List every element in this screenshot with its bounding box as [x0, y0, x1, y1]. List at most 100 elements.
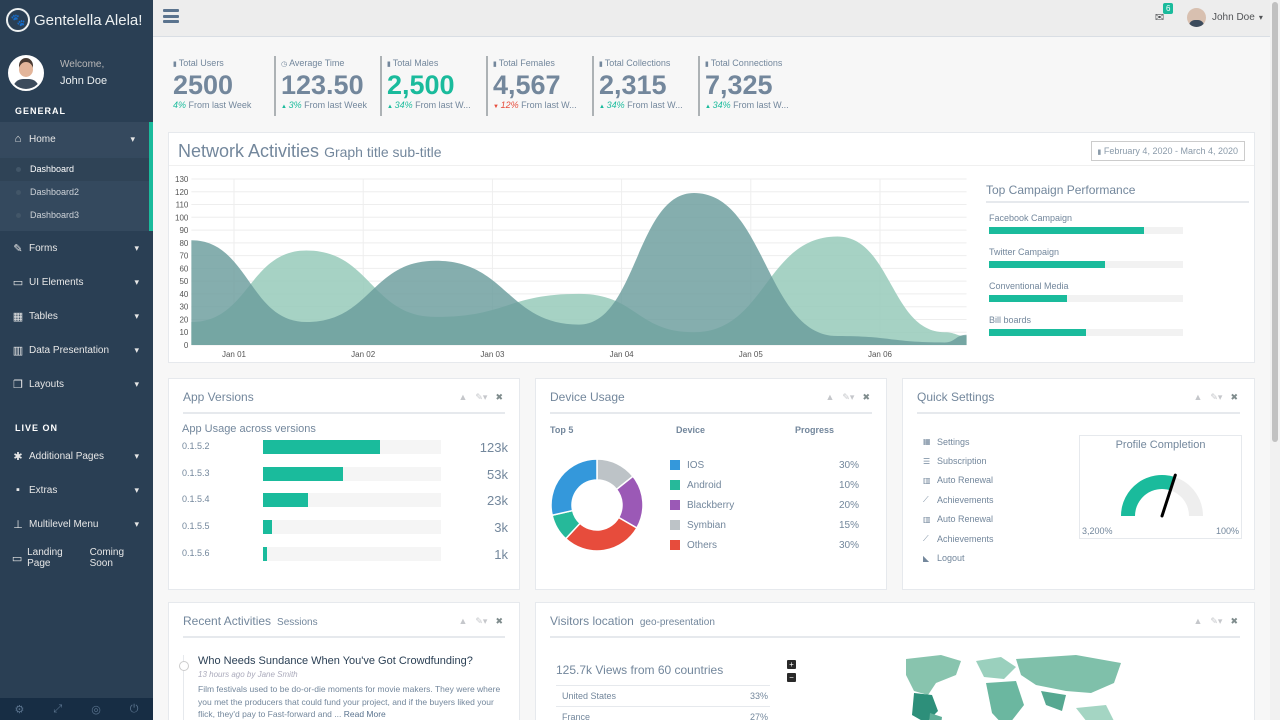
activity-byline: 13 hours ago by Jane Smith [198, 670, 298, 679]
trend-pct: 3% [288, 100, 302, 110]
user-menu[interactable]: John Doe ▾ [1187, 8, 1263, 27]
chevron-down-icon: ▾ [134, 518, 139, 529]
chevron-up-icon[interactable]: ▲ [458, 616, 468, 626]
recent-title: Recent Activities [183, 614, 272, 628]
chevron-up-icon[interactable]: ▲ [825, 392, 835, 402]
visitors-location-panel: Visitors location geo-presentation ▲ ✎▾ ✖ 1… [535, 602, 1255, 720]
campaign-progress [989, 295, 1183, 302]
chevron-down-icon: ▾ [134, 378, 139, 389]
eye-slash-icon[interactable]: ◎ [91, 703, 101, 716]
visitors-subtitle: geo-presentation [639, 617, 715, 628]
chevron-down-icon: ▾ [134, 344, 139, 355]
fullscreen-icon[interactable]: ⤢ [53, 702, 63, 715]
activity-title[interactable]: Who Needs Sundance When You've Got Crowd… [198, 655, 473, 667]
profile-completion-box: Profile Completion 3,200% 100% [1079, 435, 1242, 539]
panel-title: App Versions [183, 390, 254, 404]
sidebar-subitem-dashboard3[interactable]: Dashboard3 [0, 204, 149, 227]
quick-setting-label: Auto Renewal [937, 514, 994, 525]
campaign-label: Bill boards [989, 315, 1032, 325]
chevron-down-icon: ▾ [134, 242, 139, 253]
zoom-out-button[interactable]: − [787, 673, 796, 682]
sidebar-item-forms[interactable]: ✎ Forms ▾ [0, 231, 153, 265]
sidebar-subitem-dashboard2[interactable]: Dashboard2 [0, 181, 149, 204]
x-tick-label: Jan 05 [739, 350, 764, 359]
y-tick-label: 0 [184, 341, 189, 350]
chevron-down-icon: ▾ [134, 484, 139, 495]
laptop-icon: ▭ [11, 552, 23, 565]
sidebar-item-home[interactable]: ⌂ Home ▾ [0, 122, 153, 156]
avatar [8, 55, 44, 91]
chevron-up-icon[interactable]: ▲ [1193, 392, 1203, 402]
trend-pct: 12% [500, 100, 519, 110]
sidebar-item-ui-elements[interactable]: ▭ UI Elements ▾ [0, 265, 153, 299]
wrench-icon[interactable]: ✎▾ [1210, 616, 1223, 626]
close-icon[interactable]: ✖ [862, 392, 870, 402]
col-device: Device [676, 425, 706, 435]
read-more-link[interactable]: Read More [343, 709, 386, 719]
trend-pct: 34% [394, 100, 413, 110]
gear-icon[interactable]: ⚙ [14, 703, 25, 716]
envelope-icon[interactable]: ✉ [1155, 12, 1165, 24]
quick-setting-link[interactable]: ▥ Auto Renewal [923, 510, 994, 529]
scrollbar-thumb[interactable] [1272, 2, 1278, 442]
app-version-row: 0.1.5.5 3k [182, 520, 508, 535]
square-icon [670, 540, 680, 550]
chevron-up-icon[interactable]: ▲ [458, 392, 468, 402]
zoom-in-button[interactable]: + [787, 660, 796, 669]
sidebar-subitem-dashboard[interactable]: Dashboard [0, 158, 149, 181]
wrench-icon[interactable]: ✎▾ [842, 392, 855, 402]
sidebar-item-label: Additional Pages [29, 450, 105, 462]
activity-text: Film festivals used to be do-or-die mome… [198, 683, 513, 720]
sidebar-item-data-presentation[interactable]: ▥ Data Presentation ▾ [0, 333, 153, 367]
wrench-icon[interactable]: ✎▾ [475, 392, 488, 402]
app-version-value: 123k [479, 440, 508, 455]
sidebar-item-tables[interactable]: ▦ Tables ▾ [0, 299, 153, 333]
sidebar-item-additional-pages[interactable]: ✱ Additional Pages ▾ [0, 439, 153, 473]
sidebar-item-landing-page[interactable]: ▭ Landing Page Coming Soon [0, 541, 153, 575]
trend-pct: 34% [712, 100, 731, 110]
bar-chart-icon: ▥ [12, 344, 24, 357]
tile-count: 4,567 [493, 70, 561, 100]
close-icon[interactable]: ✖ [495, 392, 503, 402]
menu-toggle-icon[interactable] [163, 9, 179, 23]
campaign-progress [989, 329, 1183, 336]
sidebar-item-multilevel-menu[interactable]: ⊥ Multilevel Menu ▾ [0, 507, 153, 541]
device-name: Blackberry [687, 499, 735, 511]
wrench-icon[interactable]: ✎▾ [475, 616, 488, 626]
square-icon [670, 500, 680, 510]
wrench-icon[interactable]: ✎▾ [1210, 392, 1223, 402]
stat-tiles: ▮ Total Users 2500 4% From last Week ◷ Aver… [168, 56, 804, 116]
quick-setting-link[interactable]: ▥ Auto Renewal [923, 471, 994, 490]
table-icon: ▦ [12, 310, 24, 323]
app-version-bar-fill [263, 520, 272, 535]
device-pct: 15% [839, 519, 860, 531]
device-name: Others [687, 539, 718, 551]
scrollbar[interactable] [1270, 0, 1280, 720]
bar-chart-icon: ▥ [923, 514, 931, 524]
desktop-icon: ▭ [12, 276, 24, 289]
chevron-up-icon[interactable]: ▲ [1193, 616, 1203, 626]
quick-setting-link[interactable]: ▦ Settings [923, 432, 994, 451]
sidebar-item-layouts[interactable]: ❐ Layouts ▾ [0, 367, 153, 401]
date-range-label: February 4, 2020 - March 4, 2020 [1103, 146, 1238, 156]
world-map[interactable] [866, 653, 1136, 720]
col-top5: Top 5 [550, 425, 574, 435]
quick-setting-link[interactable]: ◣ Logout [923, 548, 994, 567]
brand[interactable]: 🐾 Gentelella Alela! [0, 0, 153, 40]
date-range-picker[interactable]: ▮ February 4, 2020 - March 4, 2020 [1090, 141, 1245, 161]
quick-setting-link[interactable]: ⟋ Achievements [923, 490, 994, 509]
quick-setting-link[interactable]: ⟋ Achievements [923, 529, 994, 548]
sidebar-item-label: Data Presentation [29, 344, 110, 356]
list-icon: ☰ [923, 456, 931, 466]
power-icon[interactable]: ⏻ [129, 702, 139, 715]
close-icon[interactable]: ✖ [1230, 616, 1238, 626]
close-icon[interactable]: ✖ [1230, 392, 1238, 402]
app-version-row: 0.1.5.4 23k [182, 493, 508, 508]
app-usage-subtitle: App Usage across versions [182, 423, 316, 435]
sidebar-item-extras[interactable]: ▪ Extras ▾ [0, 473, 153, 507]
sidebar-item-label: Multilevel Menu [29, 518, 99, 530]
tile-label-text: Total Connections [710, 58, 783, 68]
close-icon[interactable]: ✖ [495, 616, 503, 626]
country-pct: 33% [749, 691, 768, 701]
quick-setting-link[interactable]: ☰ Subscription [923, 451, 994, 470]
